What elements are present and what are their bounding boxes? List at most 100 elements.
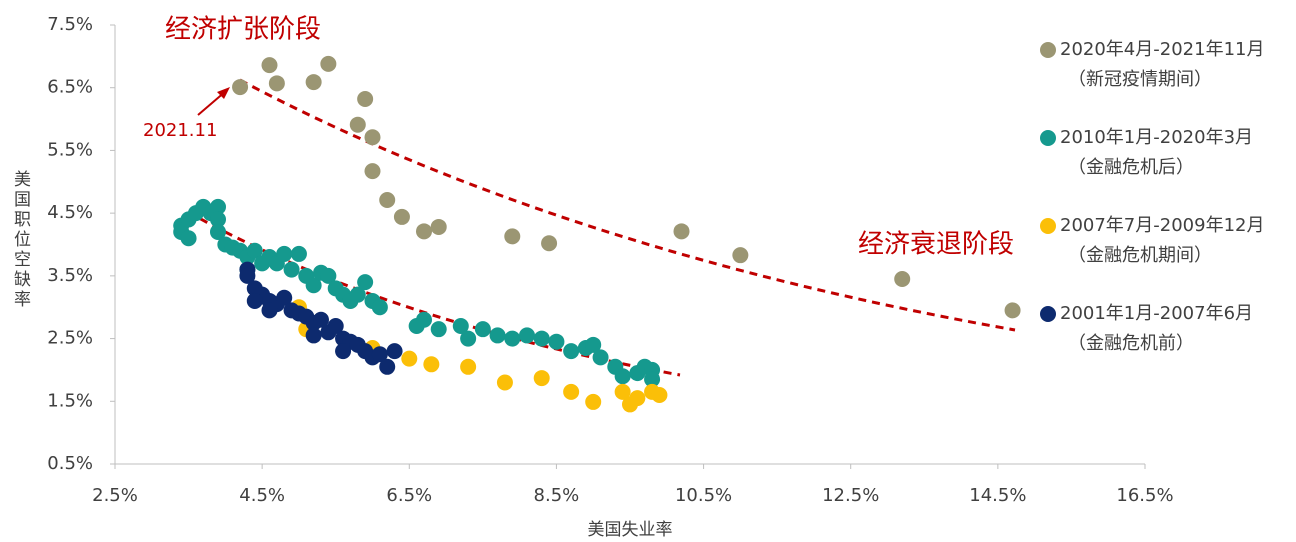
point [364,129,381,146]
point [1004,302,1021,319]
point [290,245,307,262]
point [504,330,521,347]
point [519,327,535,344]
y-tick-label: 5.5% [47,139,93,160]
legend-label: 2007年7月-2009年12月 [1060,215,1264,236]
point [180,230,197,247]
point [416,223,432,240]
point [430,321,447,338]
annotation: 经济扩张阶段 [165,15,321,45]
point [320,267,337,284]
point [416,311,432,328]
point [489,327,506,344]
annotation: 经济衰退阶段 [858,230,1014,260]
point [504,228,521,245]
point [371,299,388,316]
x-tick-label: 2.5% [92,485,138,506]
point [239,267,256,284]
point [541,235,558,252]
legend-note: （金融危机期间） [1068,245,1212,266]
y-tick-label: 0.5% [47,453,93,474]
point [276,289,293,306]
y-tick-label: 7.5% [47,14,93,35]
legend-marker [1040,218,1056,234]
point [283,261,300,278]
point [261,302,278,319]
x-tick-label: 4.5% [239,485,285,506]
point [430,218,447,235]
point [673,223,690,240]
point [644,371,661,388]
point [305,277,322,294]
legend-label: 2001年1月-2007年6月 [1060,303,1253,324]
point [423,356,440,373]
point [732,247,749,264]
point [379,358,396,375]
point [563,343,580,360]
point [393,208,410,225]
x-tick-label: 14.5% [969,485,1026,506]
point [246,292,263,309]
legend-marker [1040,42,1056,58]
point [386,343,403,360]
point [496,374,513,391]
point [357,274,374,291]
legend-label: 2010年1月-2020年3月 [1060,127,1253,148]
point [548,333,565,350]
point [894,270,911,287]
point [268,75,285,92]
legend-label: 2020年4月-2021年11月 [1060,39,1264,60]
x-tick-label: 6.5% [386,485,432,506]
y-tick-label: 4.5% [47,202,93,223]
point [401,350,418,367]
annotation: 2021.11 [143,120,217,141]
point [592,349,609,366]
point [349,116,366,133]
point [246,242,263,259]
point [460,358,477,375]
y-axis-label: 美国职位空缺率 [10,170,31,310]
point [210,198,226,215]
point [364,163,381,180]
point [313,311,329,328]
point [629,390,646,407]
point [533,330,550,347]
point [371,346,388,363]
point [614,368,631,385]
point [261,57,278,74]
point [614,383,631,400]
point [379,191,396,208]
point [357,91,374,108]
point [305,74,322,91]
x-tick-label: 10.5% [675,485,732,506]
legend-note: （金融危机后） [1068,157,1194,178]
point [210,211,226,228]
point [349,286,366,303]
point [460,330,477,347]
y-tick-label: 3.5% [47,265,93,286]
y-tick-label: 1.5% [47,390,93,411]
x-tick-label: 16.5% [1116,485,1173,506]
legend-marker [1040,306,1056,322]
legend-marker [1040,130,1056,146]
trend-line [239,78,1016,332]
legend-note: （金融危机前） [1068,333,1194,354]
point [320,55,337,72]
y-tick-label: 6.5% [47,77,93,98]
x-tick-label: 8.5% [534,485,580,506]
y-tick-label: 2.5% [47,328,93,349]
point [563,383,580,400]
point [585,393,602,410]
point [232,79,249,96]
point [210,223,226,240]
point [335,343,352,360]
point [474,321,491,338]
point [327,318,344,335]
point [452,318,469,335]
point [585,336,602,353]
point [276,245,293,262]
x-axis-label: 美国失业率 [588,520,673,540]
point [533,370,550,387]
point [651,387,668,404]
